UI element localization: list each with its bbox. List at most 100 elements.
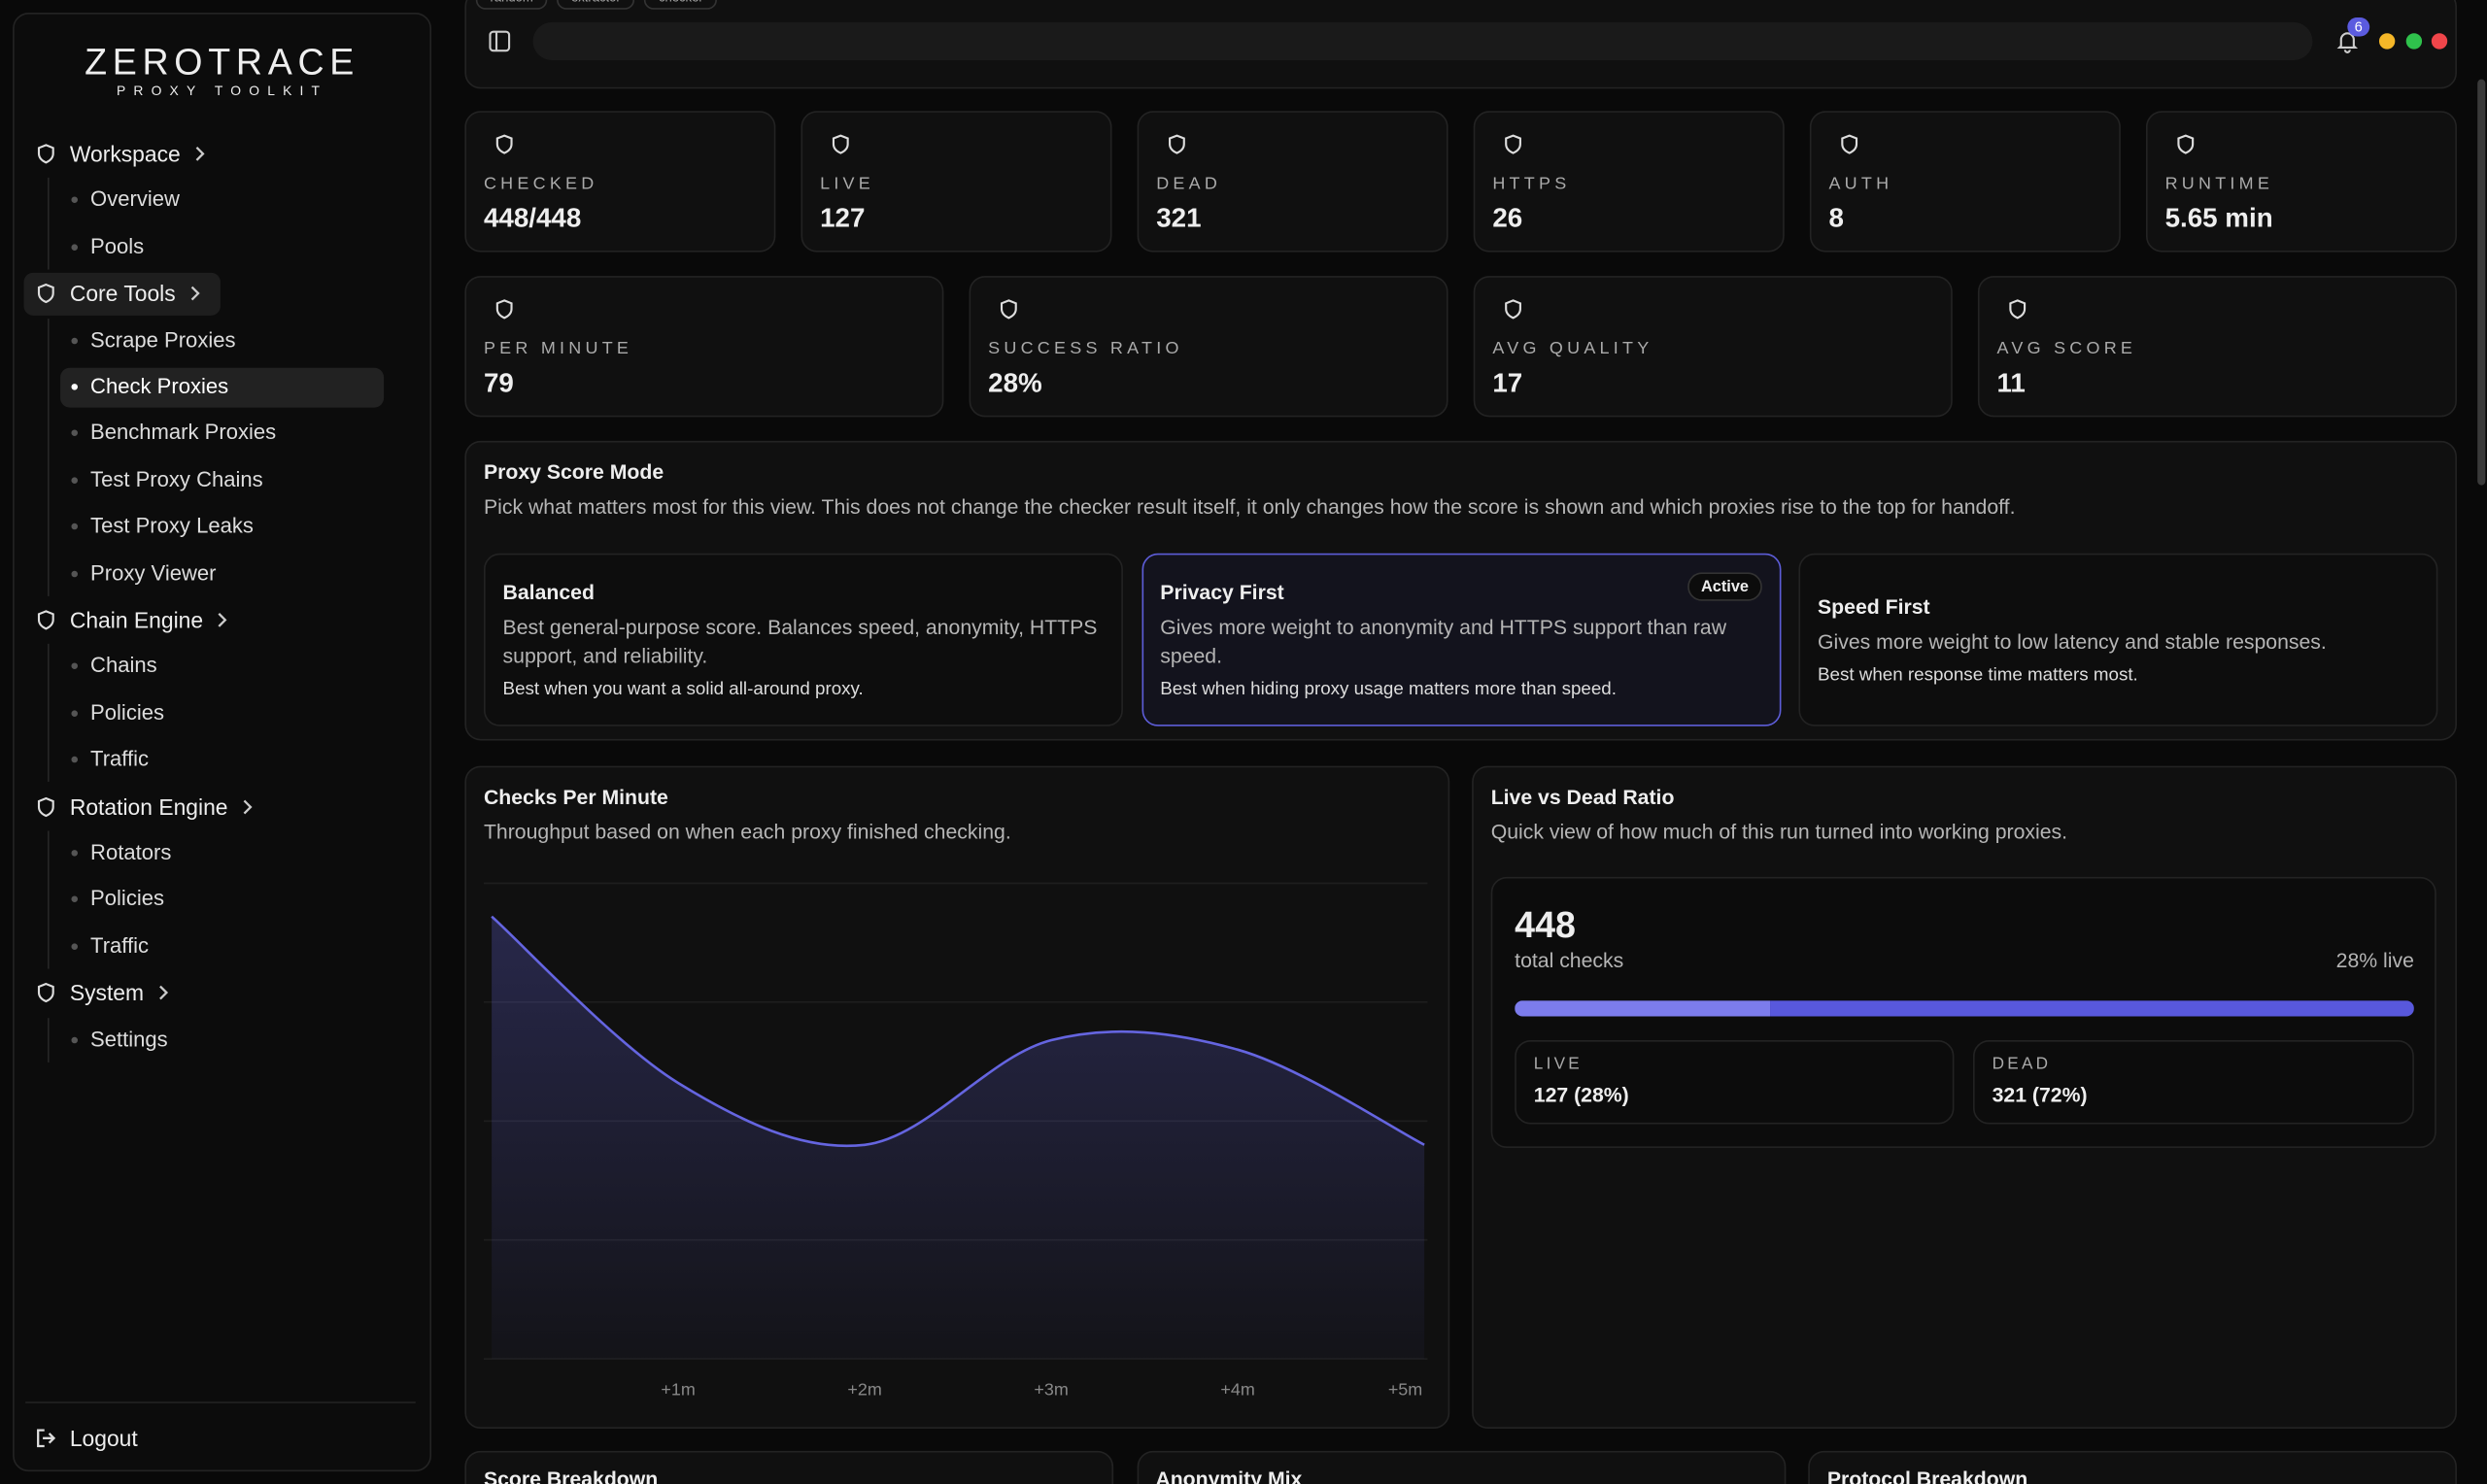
nav-item[interactable]: Benchmark Proxies bbox=[90, 420, 276, 448]
stat-value: 28% bbox=[988, 366, 1042, 401]
tree-line bbox=[48, 831, 50, 969]
bullet bbox=[71, 1036, 78, 1043]
nav-item[interactable]: Scrape Proxies bbox=[90, 326, 235, 354]
nav-group[interactable]: Core Tools bbox=[70, 280, 201, 308]
stat-icon bbox=[1502, 133, 1524, 155]
stat-label: LIVE bbox=[820, 170, 874, 198]
nav-group[interactable]: Rotation Engine bbox=[70, 793, 254, 821]
group-label: Workspace bbox=[70, 140, 181, 168]
x-tick-label: +2m bbox=[847, 1380, 881, 1400]
nav-item[interactable]: Policies bbox=[90, 886, 164, 914]
nav-item[interactable]: Pools bbox=[90, 233, 144, 261]
group-icon bbox=[35, 982, 57, 1004]
stat-icon bbox=[1838, 133, 1860, 155]
bottom-card-title: Protocol Breakdown bbox=[1827, 1466, 2027, 1484]
group-label: Chain Engine bbox=[70, 606, 203, 634]
mode-card[interactable]: Privacy First Gives more weight to anonym… bbox=[1141, 554, 1781, 726]
stat-value: 448/448 bbox=[484, 201, 581, 236]
bullet bbox=[71, 477, 78, 484]
nav-item[interactable]: Proxy Viewer bbox=[90, 559, 216, 588]
stat-value: 8 bbox=[1828, 201, 1843, 236]
bullet bbox=[71, 943, 78, 950]
stat-label: SUCCESS RATIO bbox=[988, 334, 1183, 362]
nav-item[interactable]: Chains bbox=[90, 653, 157, 681]
group-icon bbox=[35, 143, 57, 165]
stat-value: 321 bbox=[1156, 201, 1201, 236]
stat-label: RUNTIME bbox=[2165, 170, 2274, 198]
nav-group[interactable]: System bbox=[70, 979, 169, 1007]
stat-value: 5.65 min bbox=[2165, 201, 2273, 236]
nav-item[interactable]: Policies bbox=[90, 699, 164, 727]
chevron bbox=[193, 140, 206, 168]
group-icon bbox=[35, 283, 57, 305]
stat-icon bbox=[494, 298, 516, 320]
area bbox=[492, 917, 1424, 1360]
bottom-card-title: Score Breakdown bbox=[484, 1466, 658, 1484]
tree-line bbox=[48, 178, 50, 269]
mode-note: Best when response time matters most. bbox=[1818, 663, 2419, 687]
tree-line bbox=[48, 318, 50, 595]
mode-name: Privacy First bbox=[1160, 578, 1761, 605]
tree-line bbox=[48, 644, 50, 782]
mode-name: Balanced bbox=[503, 578, 1105, 605]
stat-label: AVG SCORE bbox=[1997, 334, 2137, 362]
stat-label: HTTPS bbox=[1492, 170, 1570, 198]
mode-card[interactable]: Speed First Gives more weight to low late… bbox=[1798, 554, 2437, 726]
mode-description: Gives more weight to anonymity and HTTPS… bbox=[1160, 613, 1761, 670]
x-tick-label: +3m bbox=[1034, 1380, 1068, 1400]
nav-item[interactable]: Settings bbox=[90, 1026, 168, 1054]
stat-label: AUTH bbox=[1828, 170, 1892, 198]
mode-note: Best when hiding proxy usage matters mor… bbox=[1160, 678, 1761, 701]
chevron bbox=[188, 280, 201, 308]
mode-name: Speed First bbox=[1818, 592, 2419, 620]
stat-label: PER MINUTE bbox=[484, 334, 632, 362]
nav-item[interactable]: Overview bbox=[90, 186, 180, 215]
nav-group[interactable]: Workspace bbox=[70, 140, 206, 168]
bullet bbox=[71, 244, 78, 251]
stat-value: 127 bbox=[820, 201, 865, 236]
stat-icon bbox=[494, 133, 516, 155]
bottom-card-title: Anonymity Mix bbox=[1155, 1466, 1302, 1484]
nav-item[interactable]: Rotators bbox=[90, 839, 171, 867]
stat-label: CHECKED bbox=[484, 170, 598, 198]
stat-icon bbox=[2006, 298, 2028, 320]
x-tick-label: +5m bbox=[1388, 1380, 1422, 1400]
nav-item[interactable]: Check Proxies bbox=[90, 373, 228, 401]
mode-note: Best when you want a solid all-around pr… bbox=[503, 678, 1105, 701]
stat-icon bbox=[830, 133, 852, 155]
stat-label: AVG QUALITY bbox=[1492, 334, 1652, 362]
group-label: System bbox=[70, 979, 144, 1007]
x-tick-label: +4m bbox=[1220, 1380, 1254, 1400]
bullet bbox=[71, 850, 78, 857]
chevron bbox=[156, 979, 169, 1007]
stat-value: 79 bbox=[484, 366, 514, 401]
stat-icon bbox=[1502, 298, 1524, 320]
mode-description: Best general-purpose score. Balances spe… bbox=[503, 613, 1105, 670]
stat-icon bbox=[998, 298, 1020, 320]
mode-description: Gives more weight to low latency and sta… bbox=[1818, 627, 2419, 656]
stat-icon bbox=[1166, 133, 1188, 155]
mode-card[interactable]: Balanced Best general-purpose score. Bala… bbox=[484, 554, 1123, 726]
nav-item[interactable]: Test Proxy Chains bbox=[90, 466, 263, 494]
bullet bbox=[71, 384, 78, 390]
nav-group[interactable]: Chain Engine bbox=[70, 606, 228, 634]
bullet bbox=[71, 710, 78, 717]
group-icon bbox=[35, 795, 57, 818]
bullet bbox=[71, 337, 78, 344]
tree-line bbox=[48, 1017, 50, 1062]
nav-item[interactable]: Traffic bbox=[90, 746, 149, 774]
stat-label: DEAD bbox=[1156, 170, 1221, 198]
chevron bbox=[241, 793, 254, 821]
nav-item[interactable]: Test Proxy Leaks bbox=[90, 513, 254, 541]
mode-badge: Active bbox=[1688, 572, 1761, 600]
group-icon bbox=[35, 609, 57, 631]
nav-item[interactable]: Traffic bbox=[90, 932, 149, 961]
stat-value: 11 bbox=[1997, 366, 2026, 401]
chevron bbox=[216, 606, 228, 634]
group-label: Rotation Engine bbox=[70, 793, 228, 821]
group-label: Core Tools bbox=[70, 280, 176, 308]
bullet bbox=[71, 570, 78, 577]
stat-value: 26 bbox=[1492, 201, 1522, 236]
